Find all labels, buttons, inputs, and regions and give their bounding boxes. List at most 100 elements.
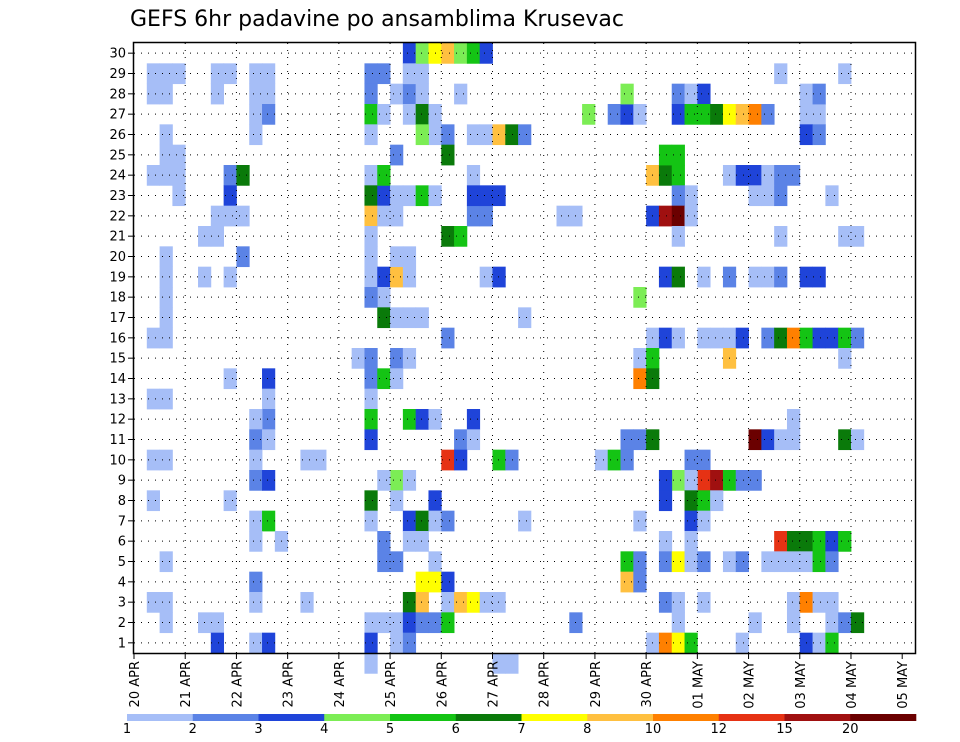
- heatmap-cell: [223, 490, 237, 512]
- x-tick-label: 01 MAY: [691, 661, 706, 709]
- colorbar-label: 7: [517, 722, 525, 737]
- heatmap-cell: [249, 449, 263, 471]
- heatmap-cell: [390, 632, 404, 654]
- heatmap-cell: [671, 226, 685, 247]
- heatmap-cell: [825, 551, 839, 573]
- heatmap-cell: [390, 246, 404, 268]
- heatmap-cell: [377, 531, 391, 552]
- heatmap-cell: [262, 470, 276, 491]
- heatmap-cell: [748, 470, 762, 491]
- x-tick-label: 04 MAY: [845, 661, 860, 709]
- y-axis: 1234567891011121314151617181920212223242…: [109, 47, 134, 651]
- heatmap-cell: [415, 571, 429, 593]
- heatmap-cell: [735, 551, 749, 573]
- heatmap-cell: [159, 144, 173, 166]
- x-tick-label: 22 APR: [230, 661, 245, 707]
- heatmap-cells: [146, 43, 865, 674]
- heatmap-cell: [697, 592, 711, 613]
- heatmap-cell: [402, 470, 417, 491]
- heatmap-cell: [671, 612, 685, 634]
- x-tick-label: 24 APR: [333, 661, 348, 707]
- heatmap-cell: [236, 246, 250, 268]
- colorbar-swatch: [587, 714, 654, 721]
- heatmap-cell: [838, 63, 852, 85]
- heatmap-cell: [402, 185, 417, 207]
- heatmap-cell: [684, 490, 698, 512]
- colorbar-swatch: [455, 714, 522, 721]
- heatmap-cell: [441, 226, 455, 247]
- heatmap-cell: [402, 307, 417, 329]
- heatmap-cell: [377, 287, 391, 308]
- y-tick-label: 18: [109, 291, 126, 306]
- colorbar-label: 20: [842, 722, 859, 737]
- y-tick-label: 15: [109, 352, 126, 367]
- heatmap-cell: [492, 592, 506, 613]
- heatmap-cell: [466, 409, 481, 430]
- heatmap-cell: [838, 327, 852, 349]
- heatmap-cell: [390, 185, 404, 207]
- heatmap-cell: [697, 327, 711, 349]
- heatmap-cell: [671, 592, 685, 613]
- heatmap-cell: [492, 124, 506, 146]
- heatmap-cell: [774, 429, 788, 451]
- heatmap-cell: [300, 592, 314, 613]
- heatmap-cell: [671, 185, 685, 207]
- heatmap-cell: [146, 449, 160, 471]
- y-tick-label: 9: [118, 474, 126, 489]
- heatmap-cell: [748, 185, 762, 207]
- colorbar-swatch: [127, 714, 194, 721]
- heatmap-cell: [812, 124, 826, 146]
- heatmap-cell: [492, 185, 506, 207]
- heatmap-cell: [633, 368, 647, 390]
- heatmap-cell: [364, 653, 378, 674]
- heatmap-cell: [479, 185, 493, 207]
- heatmap-cell: [441, 592, 455, 613]
- heatmap-cell: [838, 348, 852, 369]
- heatmap-cell: [633, 571, 647, 593]
- heatmap-cell: [415, 612, 429, 634]
- heatmap-cell: [761, 185, 775, 207]
- heatmap-cell: [786, 409, 801, 430]
- heatmap-cell: [364, 83, 378, 105]
- heatmap-cell: [735, 632, 749, 654]
- heatmap-cell: [454, 449, 468, 471]
- heatmap-cell: [492, 653, 506, 674]
- heatmap-cell: [262, 104, 276, 125]
- heatmap-cell: [300, 449, 314, 471]
- x-tick-label: 20 APR: [128, 661, 143, 707]
- heatmap-cell: [441, 612, 455, 634]
- y-tick-label: 1: [118, 636, 126, 651]
- heatmap-cell: [684, 104, 698, 125]
- y-tick-label: 20: [109, 250, 126, 265]
- heatmap-cell: [159, 327, 173, 349]
- heatmap-cell: [812, 327, 826, 349]
- colorbar-label: 3: [254, 722, 262, 737]
- heatmap-cell: [159, 449, 173, 471]
- heatmap-cell: [364, 226, 378, 247]
- heatmap-cell: [761, 429, 775, 451]
- heatmap-cell: [159, 124, 173, 146]
- y-tick-label: 13: [109, 392, 126, 407]
- colorbar-swatch: [850, 714, 917, 721]
- heatmap-cell: [748, 612, 762, 634]
- heatmap-cell: [377, 368, 391, 390]
- heatmap-cell: [505, 653, 519, 674]
- heatmap-cell: [466, 185, 481, 207]
- heatmap-cell: [402, 83, 417, 105]
- heatmap-cell: [262, 429, 276, 451]
- colorbar-swatch: [390, 714, 457, 721]
- heatmap-cell: [774, 165, 788, 186]
- heatmap-cell: [364, 124, 378, 146]
- heatmap-cell: [146, 63, 160, 85]
- heatmap-cell: [774, 226, 788, 247]
- heatmap-cell: [146, 83, 160, 105]
- heatmap-cell: [518, 510, 532, 532]
- heatmap-cell: [364, 205, 378, 227]
- heatmap-cell: [249, 409, 263, 430]
- heatmap-cell: [671, 144, 685, 166]
- heatmap-cell: [146, 165, 160, 186]
- heatmap-cell: [556, 205, 570, 227]
- heatmap-cell: [748, 266, 762, 288]
- heatmap-cell: [697, 449, 711, 471]
- heatmap-cell: [159, 246, 173, 268]
